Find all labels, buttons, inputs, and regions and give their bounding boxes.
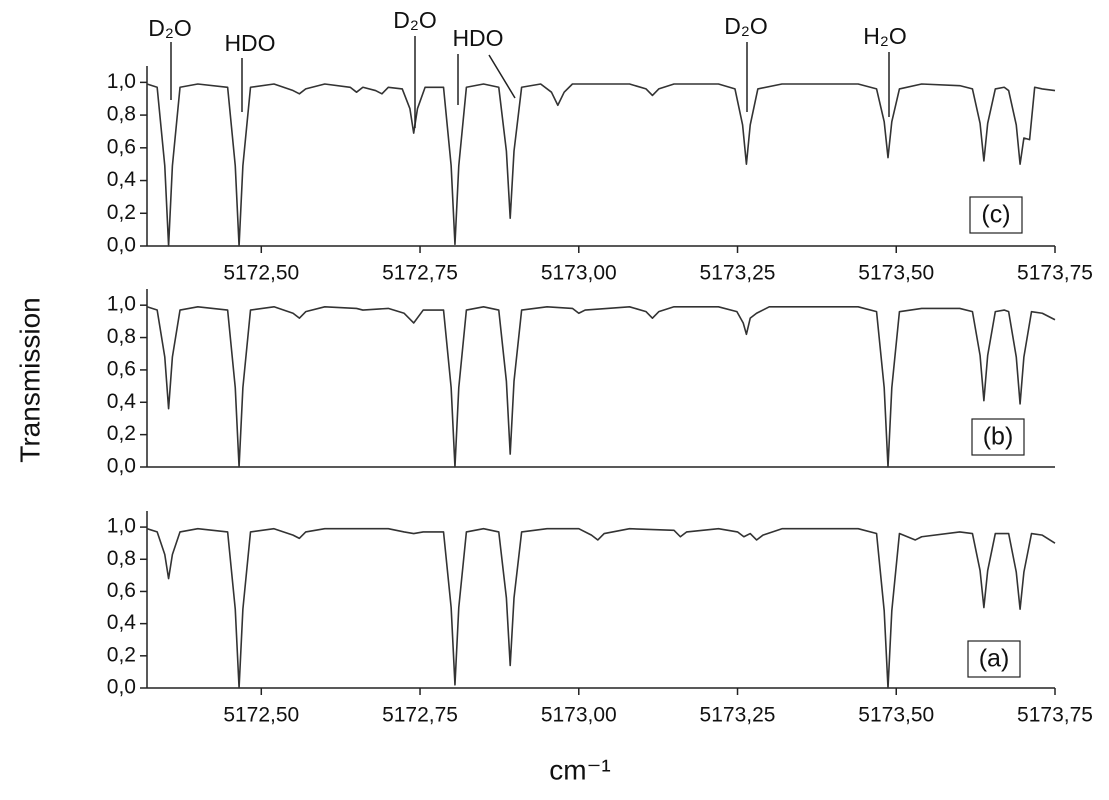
x-tick-label: 5173,25 [700,262,776,285]
x-tick-label: 5173,50 [858,262,934,285]
x-tick-label: 5173,25 [700,704,776,727]
spectrum-line [146,527,1056,689]
y-tick-label: 0,0 [107,234,136,257]
y-tick-label: 1,0 [107,515,136,538]
annotation: HDO [224,30,275,56]
y-tick-label: 0,0 [107,455,136,478]
y-tick-label: 0,0 [107,676,136,699]
panel-label-box [969,196,1023,234]
y-tick-label: 0,4 [107,390,137,413]
panel-label-box [971,418,1025,456]
y-tick-label: 0,4 [107,611,137,634]
y-tick-label: 0,6 [107,579,136,602]
x-tick-label: 5172,50 [223,262,299,285]
x-tick-label: 5173,50 [858,704,934,727]
y-tick-label: 0,8 [107,103,136,126]
panel-label: (b) [983,423,1014,451]
x-tick-label: 5173,75 [1017,704,1093,727]
x-tick-label: 5173,75 [1017,262,1093,285]
x-tick-label: 5172,75 [382,262,458,285]
panel-label: (a) [979,645,1010,673]
x-axis-label: cm⁻¹ [549,754,610,785]
annotation: D₂O [724,13,767,39]
annotation: D₂O [393,7,436,33]
y-tick-label: 0,4 [107,168,137,191]
y-tick-label: 0,2 [107,643,136,666]
y-tick-label: 0,8 [107,325,136,348]
x-tick-label: 5172,75 [382,704,458,727]
y-tick-label: 0,2 [107,422,136,445]
spectrum-line [146,306,1056,468]
annotation: D₂O [148,15,191,41]
y-axis-label: Transmission [14,297,45,462]
x-tick-label: 5173,00 [541,262,617,285]
annotation: H₂O [863,23,906,49]
annotation-line [488,54,516,99]
y-tick-label: 0,6 [107,357,136,380]
y-tick-label: 0,8 [107,547,136,570]
spectrum-line [146,83,1056,247]
x-tick-label: 5172,50 [223,704,299,727]
annotation: HDO [452,25,503,51]
y-tick-label: 0,2 [107,201,136,224]
panel-label-box [967,640,1021,678]
y-tick-label: 0,6 [107,135,136,158]
panel-label: (c) [981,201,1010,229]
y-tick-label: 1,0 [107,70,136,93]
y-tick-label: 1,0 [107,293,136,316]
x-tick-label: 5173,00 [541,704,617,727]
